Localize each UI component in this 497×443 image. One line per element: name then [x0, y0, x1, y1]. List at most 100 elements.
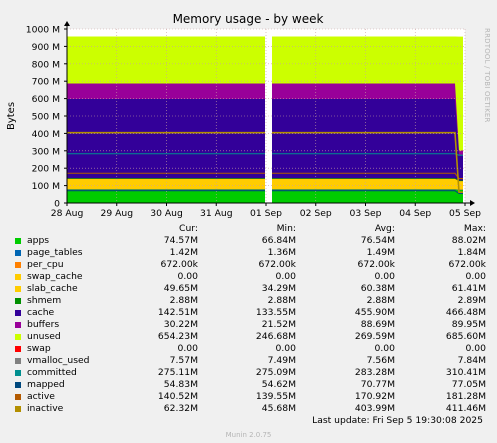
legend-cur: 1.42M — [169, 247, 198, 258]
legend-min: 133.55M — [255, 307, 296, 318]
y-tick-label: 700 M — [32, 77, 60, 88]
y-tick-label: 100 M — [32, 181, 60, 192]
legend-cur: 672.00k — [160, 259, 198, 270]
y-tick-label: 200 M — [32, 164, 60, 175]
legend-avg: 455.90M — [354, 307, 395, 318]
line-mapped-seg1 — [272, 190, 463, 195]
legend-name: apps — [27, 235, 50, 246]
legend-avg: 1.49M — [366, 247, 395, 258]
legend-name: swap — [27, 343, 51, 354]
legend-cur: 275.11M — [157, 367, 198, 378]
x-tick-label: 28 Aug — [51, 208, 84, 219]
legend-header-row: Cur: Min: Avg: Max: — [0, 223, 497, 235]
legend-min: 45.68M — [261, 403, 296, 414]
x-tick-label: 02 Sep — [300, 208, 332, 219]
header-cur: Cur: — [179, 223, 198, 234]
legend-cur: 2.88M — [169, 295, 198, 306]
legend-name: vmalloc_used — [27, 355, 90, 366]
legend-min: 2.88M — [267, 295, 296, 306]
y-tick-label: 600 M — [32, 94, 60, 105]
line-active-seg1 — [272, 172, 463, 180]
x-axis-ticks: 28 Aug 29 Aug 30 Aug 31 Aug 01 Sep 02 Sep 03 S… — [51, 203, 481, 219]
legend-avg: 2.88M — [366, 295, 395, 306]
legend-min: 0.00 — [275, 271, 296, 282]
legend-swatch — [15, 394, 21, 400]
legend-min: 672.00k — [258, 259, 296, 270]
legend-min: 34.29M — [261, 283, 296, 294]
legend-max: 7.84M — [457, 355, 486, 366]
legend-avg: 70.77M — [360, 379, 395, 390]
legend-min: 7.49M — [267, 355, 296, 366]
legend-min: 54.62M — [261, 379, 296, 390]
legend-name: active — [27, 391, 55, 402]
legend-swatch — [15, 382, 21, 388]
x-tick-label: 04 Sep — [399, 208, 431, 219]
legend-cur: 140.52M — [157, 391, 198, 402]
legend-cur: 54.83M — [163, 379, 198, 390]
legend-max: 411.46M — [445, 403, 486, 414]
legend-avg: 88.69M — [360, 319, 395, 330]
legend-swatch — [15, 310, 21, 316]
legend-cur: 49.65M — [163, 283, 198, 294]
legend-min: 1.36M — [267, 247, 296, 258]
legend-name: committed — [27, 367, 77, 378]
legend-row-buffers: buffers 30.22M 21.52M 88.69M 89.95M — [0, 319, 497, 331]
legend-swatch — [15, 322, 21, 328]
area-apps-seg1 — [272, 189, 463, 203]
munin-footer: Munin 2.0.75 — [225, 431, 272, 439]
x-tick-label: 31 Aug — [200, 208, 233, 219]
legend-row-inactive: inactive 62.32M 45.68M 403.99M 411.46M — [0, 403, 497, 415]
stacked-areas — [67, 36, 463, 204]
legend-avg: 672.00k — [357, 259, 395, 270]
y-tick-label: 800 M — [32, 59, 60, 70]
legend-cur: 62.32M — [163, 403, 198, 414]
legend-cur: 0.00 — [177, 271, 198, 282]
legend-row-page_tables: page_tables 1.42M 1.36M 1.49M 1.84M — [0, 247, 497, 259]
legend-row-per_cpu: per_cpu 672.00k 672.00k 672.00k 672.00k — [0, 259, 497, 271]
y-tick-label: 500 M — [32, 112, 60, 123]
y-axis-arrow — [64, 21, 70, 26]
y-tick-label: 1000 M — [26, 25, 60, 36]
legend-max: 685.60M — [445, 331, 486, 342]
legend-name: buffers — [27, 319, 60, 330]
legend-swatch — [15, 286, 21, 292]
legend-max: 2.89M — [457, 295, 486, 306]
legend-cur: 142.51M — [157, 307, 198, 318]
legend-avg: 283.28M — [354, 367, 395, 378]
legend-row-vmalloc_used: vmalloc_used 7.57M 7.49M 7.56M 7.84M — [0, 355, 497, 367]
legend-swatch — [15, 334, 21, 340]
legend-min: 275.09M — [255, 367, 296, 378]
legend-max: 0.00 — [465, 343, 486, 354]
legend-max: 77.05M — [451, 379, 486, 390]
legend-cur: 7.57M — [169, 355, 198, 366]
x-axis-arrow — [470, 200, 475, 206]
memory-chart: Memory usage - by week Bytes RRDTOOL / T… — [6, 12, 491, 219]
header-min: Min: — [276, 223, 296, 234]
legend-name: inactive — [27, 403, 64, 414]
legend-cur: 654.23M — [157, 331, 198, 342]
legend-swatch — [15, 250, 21, 256]
y-tick-label: 300 M — [32, 146, 60, 157]
legend-min: 246.68M — [255, 331, 296, 342]
legend-table: Cur: Min: Avg: Max: apps 74.57M 66.84M 76.5… — [0, 223, 497, 415]
legend-min: 0.00 — [275, 343, 296, 354]
legend-name: mapped — [27, 379, 65, 390]
legend-name: swap_cache — [27, 271, 83, 282]
y-axis-ticks: 0 100 M 200 M 300 M 400 M 500 M 600 M 700 M 800 … — [26, 25, 67, 210]
legend-row-shmem: shmem 2.88M 2.88M 2.88M 2.89M — [0, 295, 497, 307]
legend-swatch — [15, 274, 21, 280]
legend-avg: 7.56M — [366, 355, 395, 366]
legend-max: 61.41M — [451, 283, 486, 294]
x-tick-label: 29 Aug — [100, 208, 133, 219]
legend-max: 89.95M — [451, 319, 486, 330]
legend-name: page_tables — [27, 247, 83, 258]
legend-rows: apps 74.57M 66.84M 76.54M 88.02M page_tables 1… — [0, 235, 497, 415]
x-tick-label: 03 Sep — [350, 208, 382, 219]
legend-name: per_cpu — [27, 259, 64, 270]
legend-avg: 170.92M — [354, 391, 395, 402]
chart-title: Memory usage - by week — [173, 12, 324, 26]
legend-max: 1.84M — [457, 247, 486, 258]
x-tick-label: 05 Sep — [449, 208, 481, 219]
legend-name: slab_cache — [27, 283, 78, 294]
legend-max: 0.00 — [465, 271, 486, 282]
